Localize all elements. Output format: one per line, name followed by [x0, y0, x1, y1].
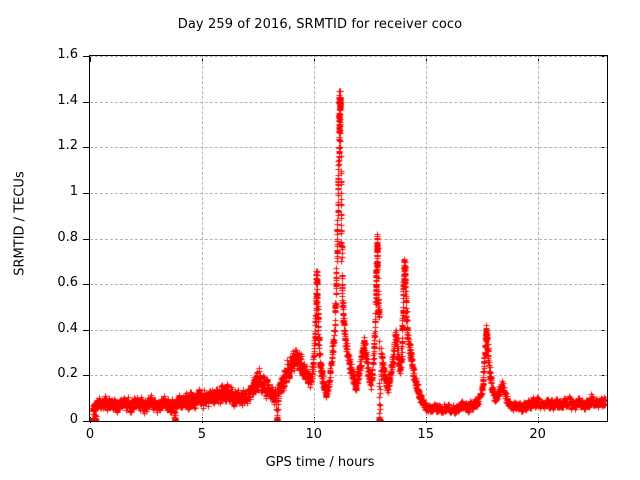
y-axis-tick-label: 1 — [69, 183, 78, 199]
x-axis-tick-label: 10 — [305, 427, 323, 442]
x-axis-label: GPS time / hours — [265, 455, 375, 470]
y-axis-tick-mark — [83, 421, 89, 422]
y-axis-tick-label: 1.4 — [57, 92, 78, 108]
x-axis-tick-label: 15 — [417, 427, 434, 442]
y-axis-tick-mark — [83, 284, 89, 286]
y-axis-tick-label: 1.6 — [57, 47, 78, 62]
y-axis-tick-label: 0.6 — [57, 275, 78, 291]
y-axis-tick-label: 0 — [69, 412, 78, 427]
y-axis-tick-label: 0.8 — [57, 229, 78, 245]
y-axis-tick-label: 0.2 — [57, 366, 78, 382]
y-axis-tick-label: 0.4 — [57, 320, 78, 336]
page-title: Day 259 of 2016, SRMTID for receiver coc… — [177, 17, 463, 32]
scatter-series-srmtid — [90, 56, 607, 421]
y-axis-tick-mark — [83, 238, 89, 240]
x-axis-tick-label: 20 — [529, 427, 546, 442]
y-axis-tick-label: 1.2 — [57, 138, 78, 154]
x-axis-tick-label: 5 — [197, 427, 207, 442]
plot-area — [89, 55, 608, 422]
y-axis-tick-mark — [83, 56, 89, 57]
y-axis-label: SRMTID / TECUs — [12, 171, 28, 276]
y-axis-tick-mark — [83, 147, 89, 149]
y-axis-tick-mark — [83, 101, 89, 103]
y-axis-tick-mark — [83, 329, 89, 331]
y-axis-tick-mark — [83, 375, 89, 377]
x-axis-tick-label: 0 — [85, 427, 95, 442]
gridline-horizontal — [90, 421, 607, 422]
y-axis-tick-mark — [83, 192, 89, 194]
